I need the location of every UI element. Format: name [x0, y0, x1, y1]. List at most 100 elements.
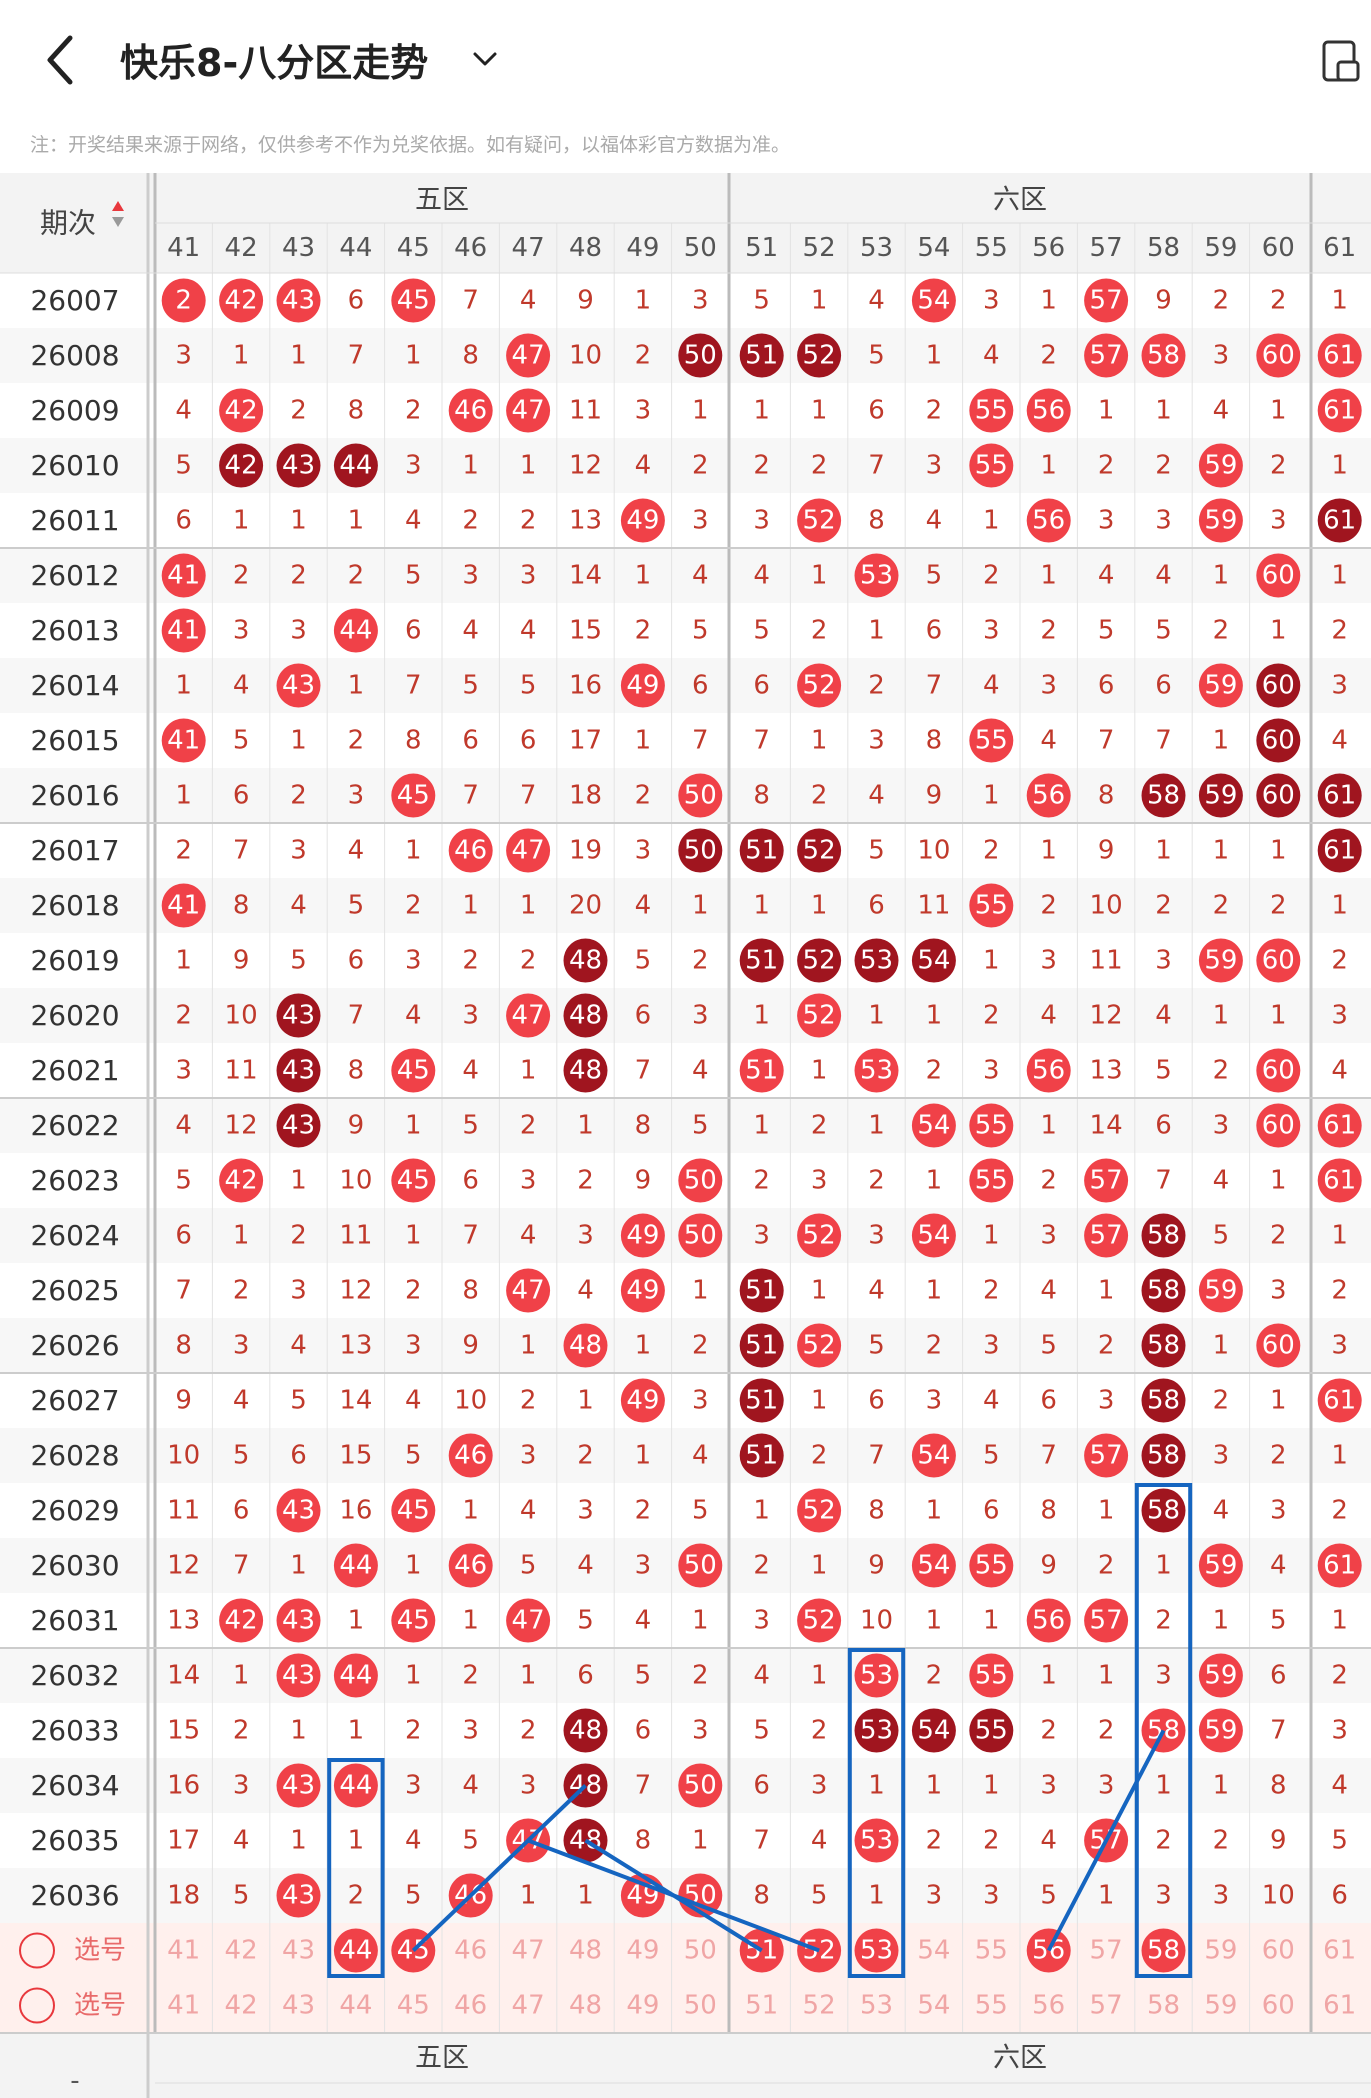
selectable-number[interactable]: 41 — [167, 1936, 200, 1966]
selectable-number[interactable]: 57 — [1090, 1991, 1123, 2021]
selectable-number[interactable]: 60 — [1262, 1991, 1295, 2021]
hit-ball — [739, 1268, 784, 1313]
back-chevron-icon[interactable] — [38, 30, 88, 90]
selectable-number[interactable]: 49 — [626, 1936, 659, 1966]
hit-ball — [969, 883, 1014, 928]
picked-number[interactable]: 53 — [860, 1936, 893, 1966]
selectable-number[interactable]: 41 — [167, 1991, 200, 2021]
selectable-number[interactable]: 57 — [1090, 1936, 1123, 1966]
hit-ball — [739, 938, 784, 983]
selectable-number[interactable]: 55 — [975, 1991, 1008, 2021]
selectable-number[interactable]: 56 — [1032, 1991, 1065, 2021]
picked-number[interactable]: 44 — [339, 1936, 372, 1966]
period-header-label[interactable]: 期次 — [40, 207, 96, 240]
hit-ball — [161, 278, 206, 323]
hit-number: 51 — [745, 836, 778, 866]
missing-count: 2 — [692, 1331, 709, 1361]
hit-number: 55 — [975, 891, 1008, 921]
missing-count: 7 — [868, 1441, 885, 1471]
selectable-number[interactable]: 42 — [225, 1936, 258, 1966]
picked-ball[interactable] — [854, 1928, 899, 1973]
picked-ball[interactable] — [1141, 1928, 1186, 1973]
missing-count: 2 — [1270, 1441, 1287, 1471]
sort-icon[interactable] — [112, 201, 124, 227]
missing-count: 7 — [462, 1221, 479, 1251]
selectable-number[interactable]: 49 — [626, 1991, 659, 2021]
column-number-label: 54 — [917, 233, 950, 263]
missing-count: 2 — [1040, 1716, 1057, 1746]
missing-count: 2 — [520, 946, 537, 976]
selectable-number[interactable]: 61 — [1323, 1991, 1356, 2021]
missing-count: 1 — [926, 1496, 943, 1526]
hit-ball — [969, 1653, 1014, 1698]
missing-count: 3 — [1270, 1276, 1287, 1306]
missing-count: 3 — [1213, 1111, 1230, 1141]
hit-ball — [969, 1708, 1014, 1753]
selectable-number[interactable]: 50 — [684, 1991, 717, 2021]
hit-number: 43 — [282, 1111, 315, 1141]
selectable-number[interactable]: 46 — [454, 1936, 487, 1966]
selectable-number[interactable]: 60 — [1262, 1936, 1295, 1966]
missing-count: 1 — [348, 1716, 365, 1746]
picked-number[interactable]: 58 — [1147, 1936, 1180, 1966]
missing-count: 1 — [1270, 616, 1287, 646]
missing-count: 1 — [811, 1661, 828, 1691]
missing-count: 2 — [635, 1496, 652, 1526]
missing-count: 4 — [692, 1056, 709, 1086]
missing-count: 1 — [1213, 1606, 1230, 1636]
page-title[interactable]: 快乐8-八分区走势 — [120, 41, 429, 85]
selectable-number[interactable]: 50 — [684, 1936, 717, 1966]
selectable-number[interactable]: 61 — [1323, 1936, 1356, 1966]
period-cell: 26008 — [30, 339, 119, 372]
missing-count: 1 — [926, 1606, 943, 1636]
selectable-number[interactable]: 52 — [803, 1991, 836, 2021]
selectable-number[interactable]: 51 — [745, 1991, 778, 2021]
hit-ball — [1317, 388, 1362, 433]
picked-ball[interactable] — [333, 1928, 378, 1973]
period-cell: 26030 — [30, 1549, 119, 1582]
select-radio[interactable] — [19, 1987, 55, 2024]
missing-count: 3 — [983, 1881, 1000, 1911]
hit-number: 43 — [282, 451, 315, 481]
select-label[interactable]: 选号 — [74, 1936, 126, 1966]
hit-number: 59 — [1204, 506, 1237, 536]
selectable-number[interactable]: 42 — [225, 1991, 258, 2021]
selectable-number[interactable]: 43 — [282, 1991, 315, 2021]
missing-count: 8 — [753, 1881, 770, 1911]
selectable-number[interactable]: 58 — [1147, 1991, 1180, 2021]
select-radio[interactable] — [19, 1932, 55, 1969]
hit-ball — [620, 498, 665, 543]
hit-ball — [563, 1048, 608, 1093]
selectable-number[interactable]: 46 — [454, 1991, 487, 2021]
missing-count: 4 — [290, 1331, 307, 1361]
missing-count: 4 — [1040, 1826, 1057, 1856]
selectable-number[interactable]: 48 — [569, 1991, 602, 2021]
selectable-number[interactable]: 48 — [569, 1936, 602, 1966]
missing-count: 3 — [405, 946, 422, 976]
hit-number: 53 — [860, 946, 893, 976]
selectable-number[interactable]: 47 — [512, 1991, 545, 2021]
missing-count: 2 — [983, 836, 1000, 866]
period-cell: 26020 — [30, 999, 119, 1032]
missing-count: 1 — [348, 1826, 365, 1856]
select-label[interactable]: 选号 — [74, 1991, 126, 2021]
selectable-number[interactable]: 54 — [917, 1936, 950, 1966]
select-row[interactable] — [0, 1978, 1371, 2033]
device-toggle-icon[interactable] — [1318, 38, 1362, 84]
selectable-number[interactable]: 45 — [397, 1991, 430, 2021]
selectable-number[interactable]: 47 — [512, 1936, 545, 1966]
selectable-number[interactable]: 55 — [975, 1936, 1008, 1966]
missing-count: 4 — [1213, 1496, 1230, 1526]
missing-count: 2 — [462, 506, 479, 536]
selectable-number[interactable]: 59 — [1204, 1936, 1237, 1966]
hit-number: 61 — [1323, 396, 1356, 426]
missing-count: 6 — [405, 616, 422, 646]
selectable-number[interactable]: 44 — [339, 1991, 372, 2021]
chevron-down-icon[interactable] — [470, 44, 500, 74]
selectable-number[interactable]: 53 — [860, 1991, 893, 2021]
selectable-number[interactable]: 54 — [917, 1991, 950, 2021]
footer-zone-label: 六区 — [993, 2043, 1047, 2074]
selectable-number[interactable]: 59 — [1204, 1991, 1237, 2021]
selectable-number[interactable]: 43 — [282, 1936, 315, 1966]
hit-ball — [969, 718, 1014, 763]
